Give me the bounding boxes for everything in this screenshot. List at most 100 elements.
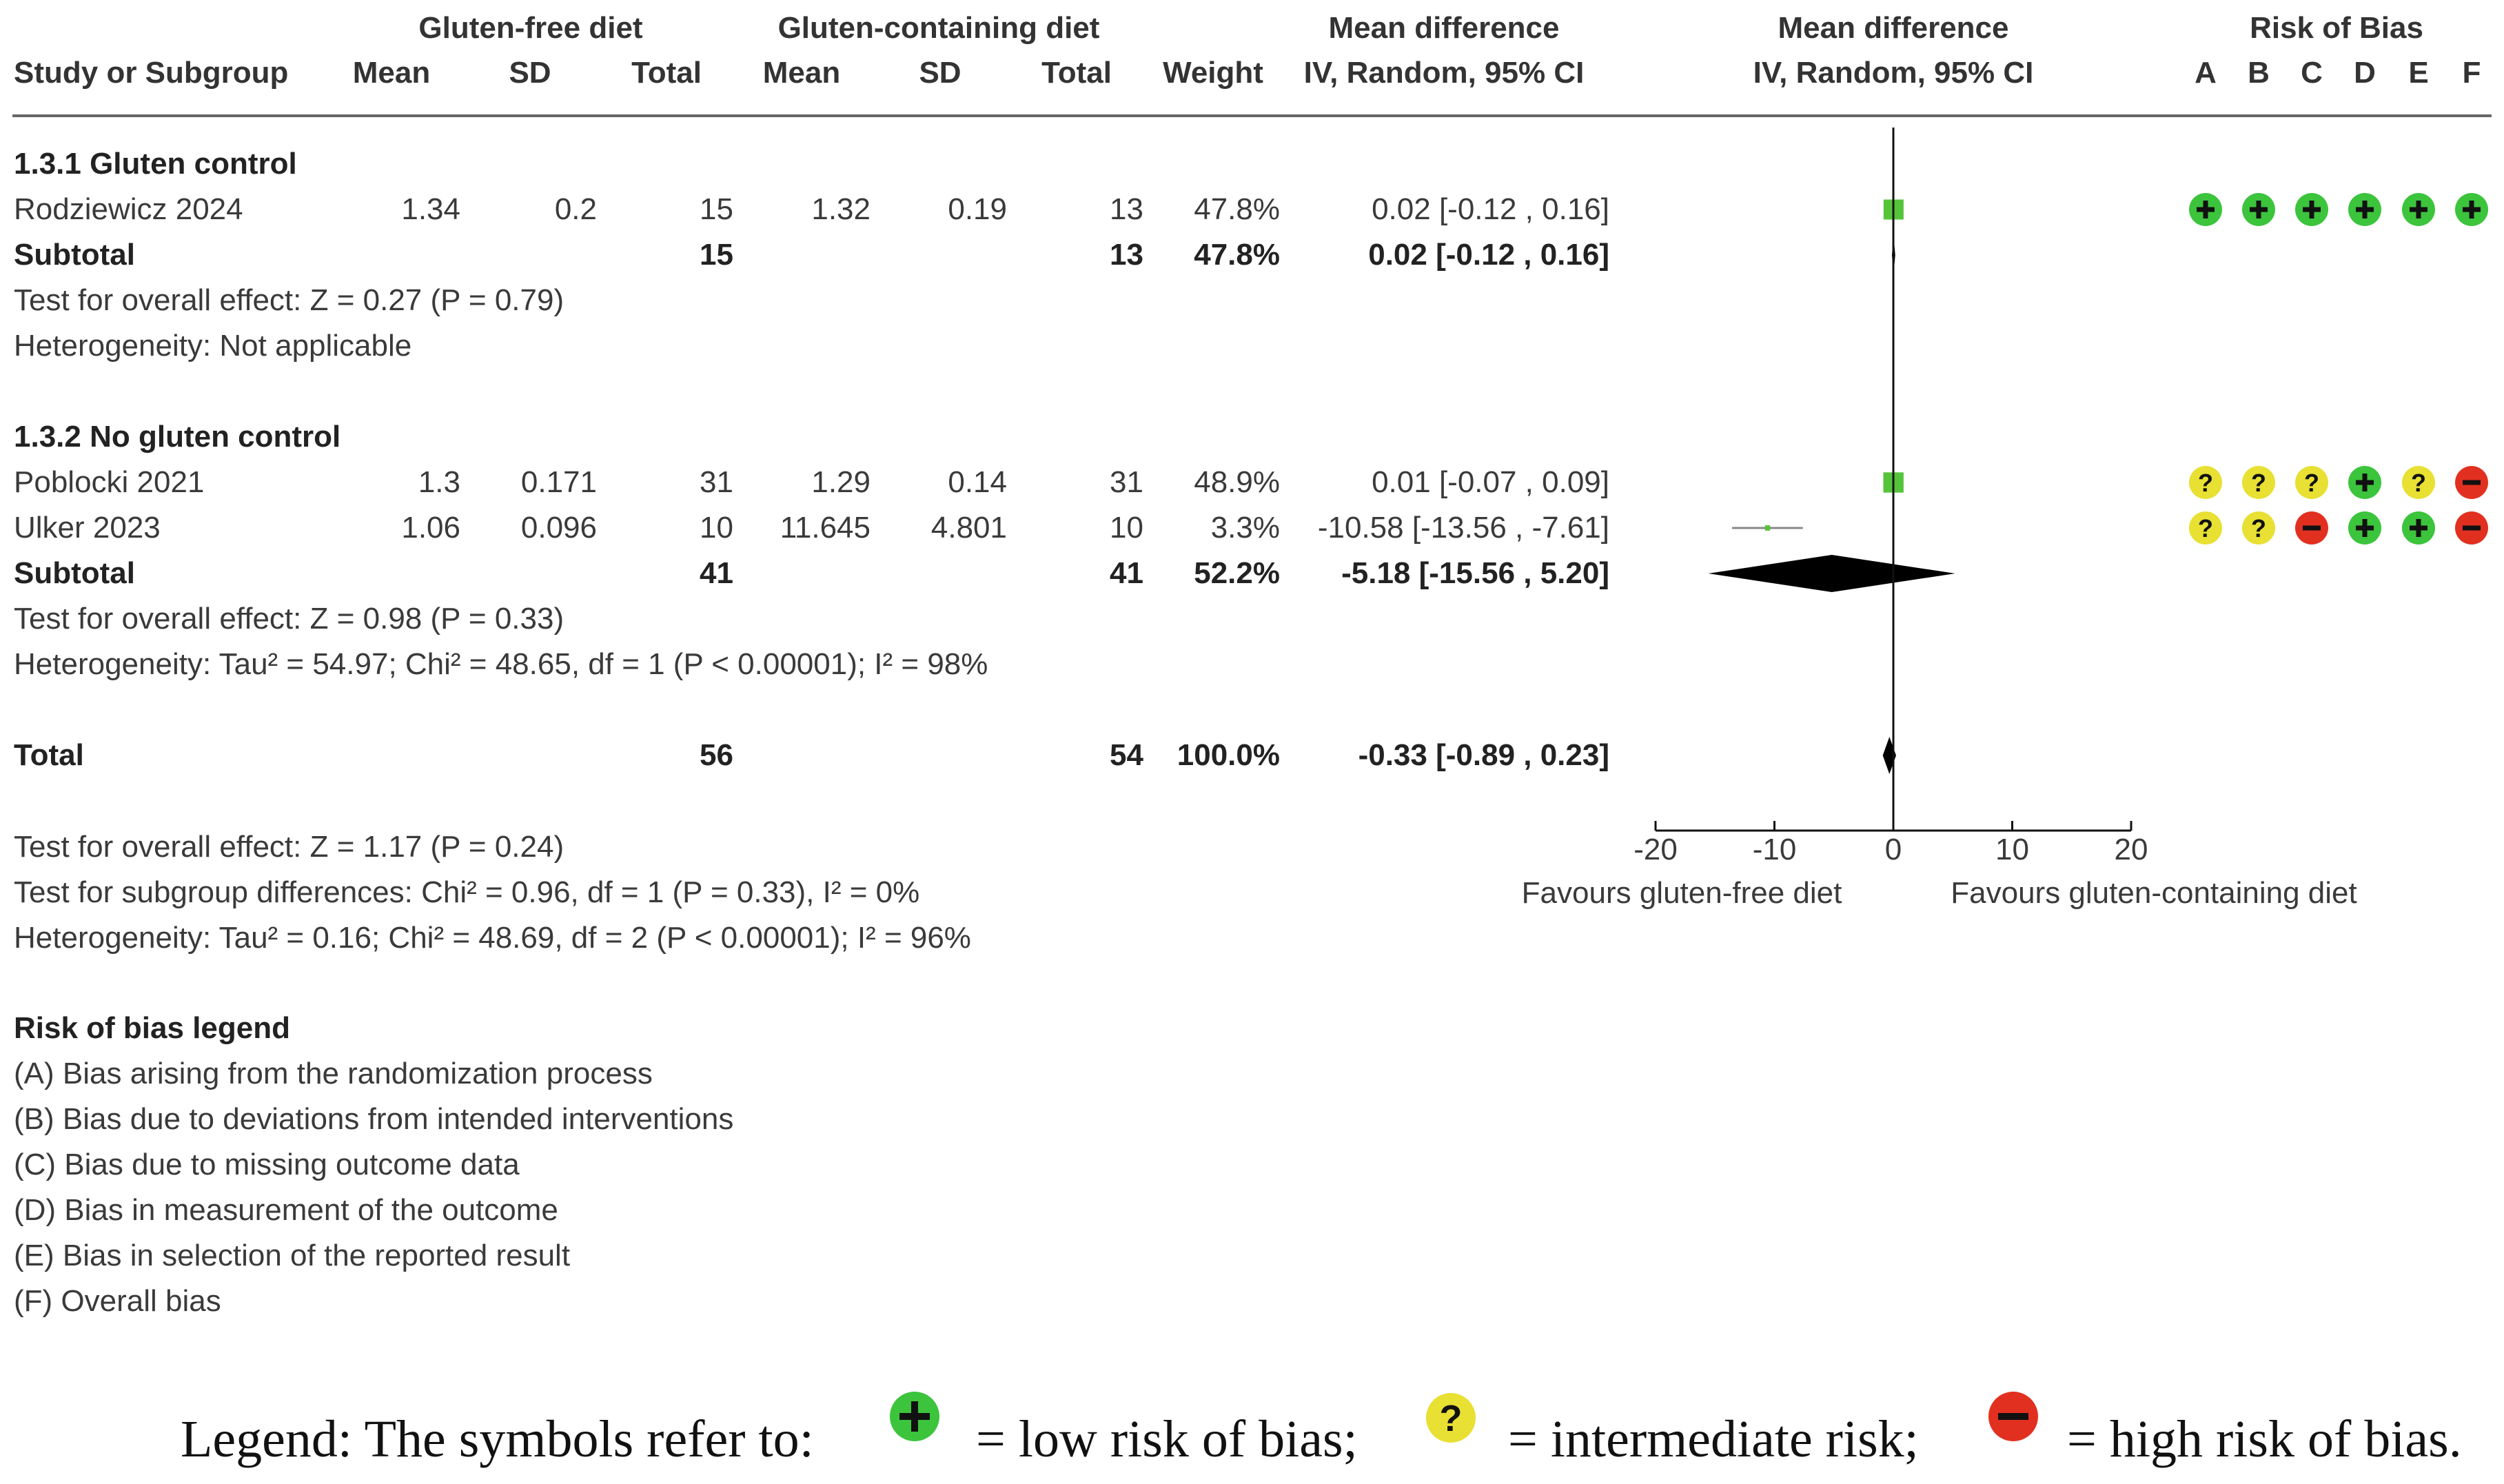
rob-legend-item: (C) Bias due to missing outcome data xyxy=(14,1148,520,1181)
study-row: Poblocki 2021 1.3 0.171 31 1.29 0.14 31 48.9% 0.… xyxy=(14,465,1609,499)
rob-letter-f: F xyxy=(2463,56,2481,90)
x-tick-label: -20 xyxy=(1633,833,1678,866)
total-c: 13 xyxy=(1110,192,1143,226)
rob-legend-title: Risk of bias legend xyxy=(14,1011,290,1045)
svg-text:?: ? xyxy=(2251,469,2266,497)
total-c: 10 xyxy=(1110,511,1143,545)
rob-letter-c: C xyxy=(2301,56,2323,90)
rob-grid: ?????? xyxy=(2189,193,2488,545)
mean-c: 1.29 xyxy=(811,465,871,499)
subgroup-heterogeneity: Heterogeneity: Tau² = 54.97; Chi² = 48.6… xyxy=(14,647,988,681)
subgroup-overall-effect: Test for overall effect: Z = 0.27 (P = 0… xyxy=(14,283,564,317)
subtotal-row: Subtotal 15 13 47.8% 0.02 [-0.12 , 0.16] xyxy=(14,238,1609,272)
mean-e: 1.06 xyxy=(401,511,460,545)
plot-method-header: IV, Random, 95% CI xyxy=(1753,56,2034,90)
summary-total-e: 41 xyxy=(700,556,733,590)
ci-text: -10.58 [-13.56 , -7.61] xyxy=(1318,511,1609,545)
total-e: 15 xyxy=(700,192,733,226)
summary-label: Subtotal xyxy=(14,556,135,590)
col-header-ci: IV, Random, 95% CI xyxy=(1304,56,1585,90)
symbol-legend-prefix: Legend: The symbols refer to: xyxy=(181,1410,814,1468)
low-risk-symbol-icon xyxy=(890,1392,939,1441)
summary-total-c: 41 xyxy=(1110,556,1143,590)
study-name: Ulker 2023 xyxy=(14,511,161,545)
rob-high-icon xyxy=(2455,466,2488,499)
rob-low-icon xyxy=(2348,466,2381,499)
rob-legend-item: (E) Bias in selection of the reported re… xyxy=(14,1239,570,1272)
favours-right-label: Favours gluten-containing diet xyxy=(1951,876,2357,910)
sd-e: 0.171 xyxy=(521,465,597,499)
summary-label: Subtotal xyxy=(14,238,135,272)
study-name: Rodziewicz 2024 xyxy=(14,192,243,226)
rob-legend-item: (A) Bias arising from the randomization … xyxy=(14,1057,653,1090)
col-header-weight: Weight xyxy=(1163,56,1263,90)
svg-text:?: ? xyxy=(2304,469,2319,497)
summary-label: Total xyxy=(14,738,84,772)
rob-intermediate-icon: ? xyxy=(2242,466,2275,499)
rob-legend-list: (A) Bias arising from the randomization … xyxy=(14,1057,733,1318)
rob-low-icon xyxy=(2402,193,2435,226)
col-header-mean-c: Mean xyxy=(763,56,840,90)
svg-text:?: ? xyxy=(2198,469,2213,497)
study-row: Ulker 2023 1.06 0.096 10 11.645 4.801 10 3.3% -1… xyxy=(14,511,1609,545)
summary-ci: -5.18 [-15.56 , 5.20] xyxy=(1341,556,1609,590)
subgroup-heterogeneity: Heterogeneity: Not applicable xyxy=(14,329,411,363)
summary-total-c: 13 xyxy=(1110,238,1143,272)
sd-c: 0.19 xyxy=(948,192,1007,226)
study-square xyxy=(1764,525,1771,531)
rob-low-icon xyxy=(2402,511,2435,545)
rob-letter-d: D xyxy=(2354,56,2376,90)
intermediate-risk-symbol-icon: ? xyxy=(1426,1393,1476,1443)
col-header-sd-e: SD xyxy=(509,56,551,90)
overall-tests: Test for overall effect: Z = 1.17 (P = 0… xyxy=(14,830,971,955)
summary-total-c: 54 xyxy=(1110,738,1143,772)
svg-text:?: ? xyxy=(2411,469,2426,497)
mean-c: 1.32 xyxy=(811,192,871,226)
total-row: Total 56 54 100.0% -0.33 [-0.89 , 0.23] xyxy=(14,738,1609,772)
overall-test-line: Heterogeneity: Tau² = 0.16; Chi² = 48.69… xyxy=(14,921,971,955)
rob-low-icon xyxy=(2189,193,2222,226)
mean-e: 1.34 xyxy=(401,192,460,226)
symbol-legend: Legend: The symbols refer to: = low risk… xyxy=(181,1392,2462,1468)
summary-weight: 100.0% xyxy=(1177,738,1280,772)
svg-text:?: ? xyxy=(2251,514,2266,542)
ci-text: 0.02 [-0.12 , 0.16] xyxy=(1372,192,1609,226)
x-tick-label: 20 xyxy=(2115,833,2148,866)
subgroup-title: 1.3.1 Gluten control xyxy=(14,147,297,181)
plot-area: -20 -10 0 10 20 Favours gluten-free diet Favou… xyxy=(1522,128,2357,910)
col-header-study: Study or Subgroup xyxy=(14,56,288,90)
rob-legend-item: (B) Bias due to deviations from intended… xyxy=(14,1102,733,1136)
overall-test-line: Test for subgroup differences: Chi² = 0.… xyxy=(14,875,919,909)
rob-intermediate-icon: ? xyxy=(2189,511,2222,545)
col-header-mean-e: Mean xyxy=(353,56,430,90)
rob-intermediate-icon: ? xyxy=(2402,466,2435,499)
high-risk-symbol-icon xyxy=(1988,1392,2038,1441)
summary-total-e: 56 xyxy=(700,738,733,772)
subgroup-title: 1.3.2 No gluten control xyxy=(14,420,340,454)
total-e: 10 xyxy=(700,511,733,545)
rob-low-icon xyxy=(2295,193,2328,226)
rob-letter-b: B xyxy=(2248,56,2270,90)
rob-low-icon xyxy=(2348,511,2381,545)
symbol-legend-low: = low risk of bias; xyxy=(976,1410,1358,1468)
weight: 3.3% xyxy=(1211,511,1280,545)
mean-c: 11.645 xyxy=(780,511,871,545)
rob-low-icon xyxy=(2455,193,2488,226)
group-header-control: Gluten-containing diet xyxy=(778,11,1100,45)
mean-diff-header: Mean difference xyxy=(1329,11,1560,45)
subgroup-overall-effect: Test for overall effect: Z = 0.98 (P = 0… xyxy=(14,602,564,636)
plot-header: Mean difference xyxy=(1778,11,2009,45)
group-header-experimental: Gluten-free diet xyxy=(418,11,642,45)
weight: 47.8% xyxy=(1194,192,1280,226)
rob-intermediate-icon: ? xyxy=(2189,466,2222,499)
rob-low-icon xyxy=(2242,193,2275,226)
favours-left-label: Favours gluten-free diet xyxy=(1522,876,1842,910)
summary-total-e: 15 xyxy=(700,238,733,272)
ci-text: 0.01 [-0.07 , 0.09] xyxy=(1372,465,1609,499)
x-tick-label: -10 xyxy=(1753,833,1797,866)
subtotal-row: Subtotal 41 41 52.2% -5.18 [-15.56 , 5.20] xyxy=(14,556,1609,590)
summary-ci: -0.33 [-0.89 , 0.23] xyxy=(1358,738,1609,772)
rob-high-icon xyxy=(2295,511,2328,545)
